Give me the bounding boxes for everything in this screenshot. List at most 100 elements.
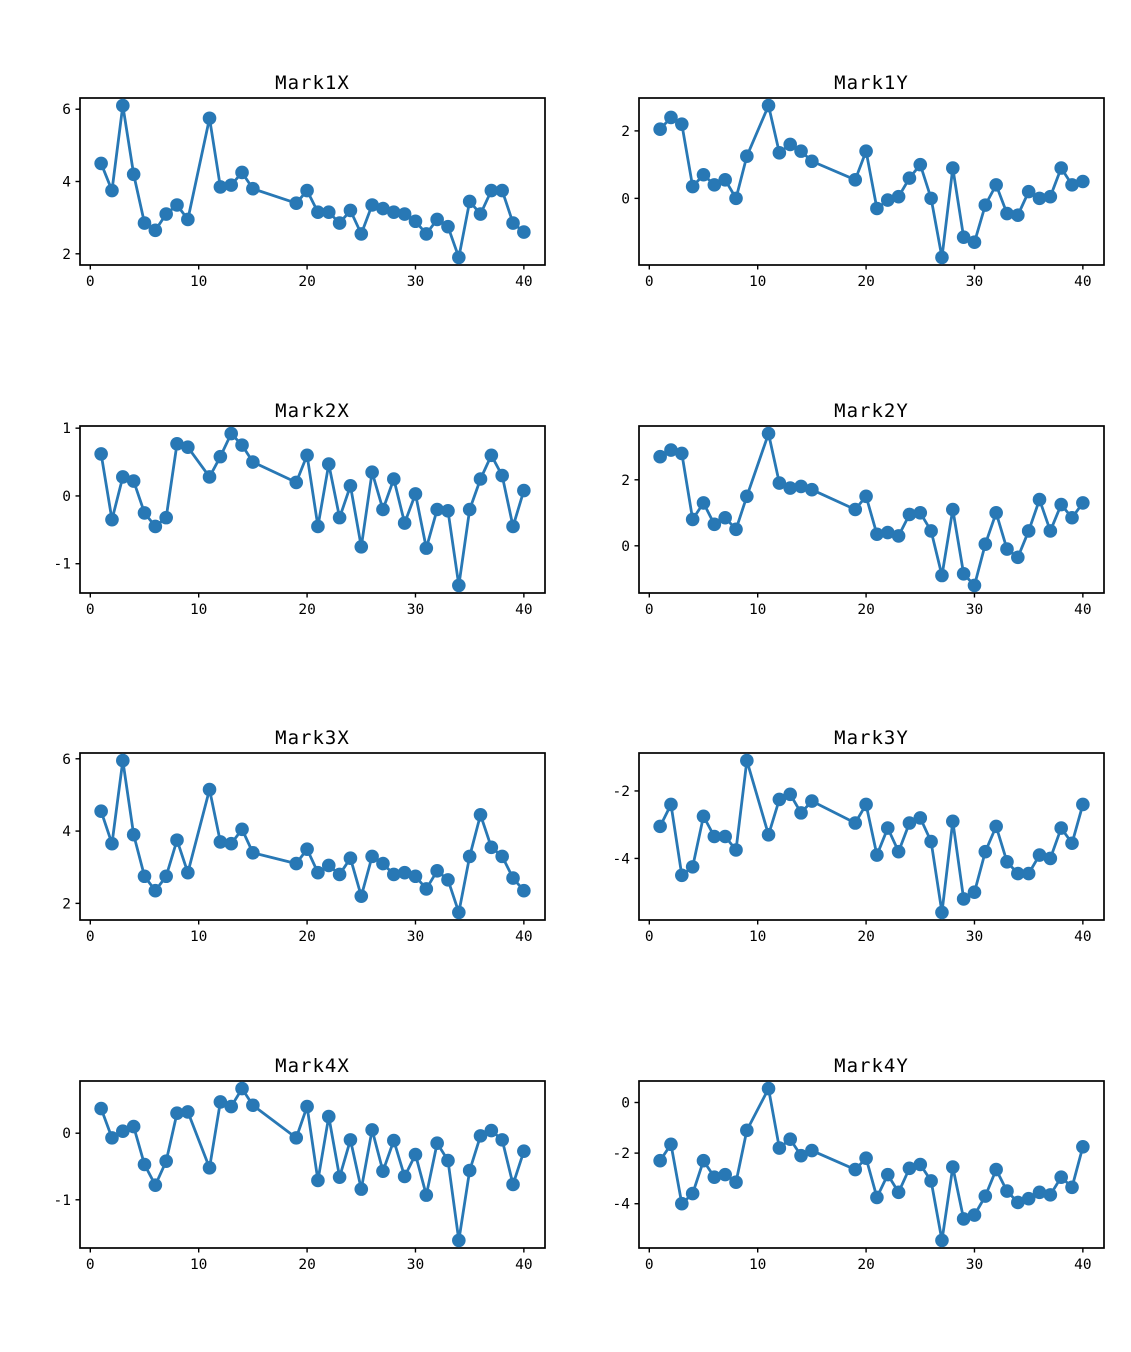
data-point-marker <box>332 867 347 882</box>
data-point-marker <box>685 512 700 527</box>
data-point-marker <box>408 487 423 501</box>
data-point-marker <box>848 1162 863 1177</box>
x-tick-label: 20 <box>857 274 874 290</box>
x-tick-label: 10 <box>749 1257 766 1273</box>
data-point-marker <box>148 223 163 238</box>
data-point-marker <box>1054 161 1068 175</box>
subplot-mark4x: Mark4X 0 10 20 30 40 -1 0 <box>20 1046 565 1281</box>
data-point-marker <box>859 144 873 158</box>
subplot-mark2x: Mark2X 0 10 20 30 40 -1 0 1 <box>20 391 565 626</box>
x-tick-label: 20 <box>298 929 315 945</box>
data-point-marker <box>870 527 884 542</box>
x-tick-label: 0 <box>86 274 95 290</box>
data-point-marker <box>354 889 369 903</box>
data-point-marker <box>1011 550 1025 565</box>
x-tick-label: 30 <box>407 1257 424 1273</box>
x-tick-label: 0 <box>645 274 654 290</box>
data-point-marker <box>181 865 195 880</box>
data-point-marker <box>332 1170 347 1184</box>
data-point-marker <box>386 867 401 882</box>
data-point-marker <box>783 1132 798 1146</box>
data-point-marker <box>137 869 152 884</box>
data-point-marker <box>956 230 971 244</box>
data-point-marker <box>419 541 434 555</box>
data-point-marker <box>1054 1170 1068 1184</box>
data-point-marker <box>517 1144 531 1158</box>
data-point-marker <box>880 1167 895 1182</box>
data-point-marker <box>246 455 260 469</box>
y-tick-label: 4 <box>62 824 71 840</box>
data-point-marker <box>343 478 358 493</box>
data-point-marker <box>685 1186 700 1201</box>
data-point-marker <box>365 849 379 864</box>
data-point-marker <box>126 474 141 488</box>
data-point-marker <box>805 154 819 169</box>
plot-title: Mark2Y <box>834 400 909 422</box>
mark4x-plot: 0 10 20 30 40 -1 0 <box>54 1080 546 1273</box>
data-point-marker <box>880 193 895 207</box>
data-point-marker <box>441 1153 455 1168</box>
data-point-marker <box>945 1160 960 1174</box>
data-point-marker <box>870 201 884 216</box>
data-point-marker <box>696 1153 711 1168</box>
x-tick-label: 10 <box>190 929 207 945</box>
data-point-marker <box>170 1106 184 1121</box>
x-tick-label: 0 <box>645 1257 654 1273</box>
data-point-marker <box>707 829 722 844</box>
data-point-marker <box>224 178 239 192</box>
data-point-marker <box>772 476 787 490</box>
data-point-marker <box>116 1124 130 1139</box>
data-point-marker <box>794 144 808 158</box>
data-point-marker <box>419 227 434 241</box>
data-point-marker <box>116 753 130 768</box>
data-point-marker <box>805 482 819 497</box>
data-point-marker <box>202 111 217 126</box>
data-point-marker <box>506 519 520 534</box>
data-point-marker <box>653 122 667 137</box>
data-point-marker <box>137 1157 152 1172</box>
data-point-marker <box>967 235 982 250</box>
data-point-marker <box>805 1143 819 1158</box>
data-point-marker <box>441 873 455 887</box>
data-point-marker <box>289 856 304 871</box>
x-tick-label: 10 <box>749 602 766 618</box>
x-tick-label: 10 <box>190 274 207 290</box>
data-point-marker <box>783 481 798 495</box>
data-point-marker <box>924 524 938 538</box>
data-point-marker <box>213 180 228 194</box>
data-point-marker <box>729 522 743 537</box>
x-tick-label: 10 <box>749 274 766 290</box>
data-point-marker <box>848 173 863 187</box>
data-point-marker <box>956 567 971 581</box>
data-point-marker <box>495 1133 509 1147</box>
data-point-marker <box>386 1133 401 1148</box>
data-point-marker <box>517 483 531 498</box>
data-point-marker <box>945 814 960 829</box>
axes-box <box>79 1080 546 1249</box>
data-point-marker <box>1043 851 1058 866</box>
data-point-marker <box>740 1123 754 1138</box>
data-point-marker <box>675 868 689 883</box>
data-point-marker <box>1065 510 1079 525</box>
data-point-marker <box>772 1141 787 1155</box>
data-point-marker <box>213 835 228 849</box>
data-point-marker <box>783 787 798 802</box>
data-point-marker <box>1000 542 1014 556</box>
data-point-marker <box>880 821 895 835</box>
data-point-marker <box>1032 191 1047 206</box>
data-point-marker <box>224 836 239 851</box>
data-point-marker <box>376 201 390 216</box>
data-point-marker <box>246 1098 260 1113</box>
data-point-marker <box>419 882 434 896</box>
data-point-marker <box>159 869 173 884</box>
data-point-marker <box>235 1081 249 1096</box>
x-tick-label: 20 <box>298 602 315 618</box>
data-point-marker <box>664 797 678 812</box>
y-tick-label: 2 <box>62 247 71 263</box>
data-point-marker <box>870 1190 884 1205</box>
x-tick-label: 0 <box>645 602 654 618</box>
data-point-marker <box>794 1148 808 1163</box>
data-point-marker <box>1065 178 1079 192</box>
data-point-marker <box>408 214 423 229</box>
data-point-marker <box>859 797 873 812</box>
